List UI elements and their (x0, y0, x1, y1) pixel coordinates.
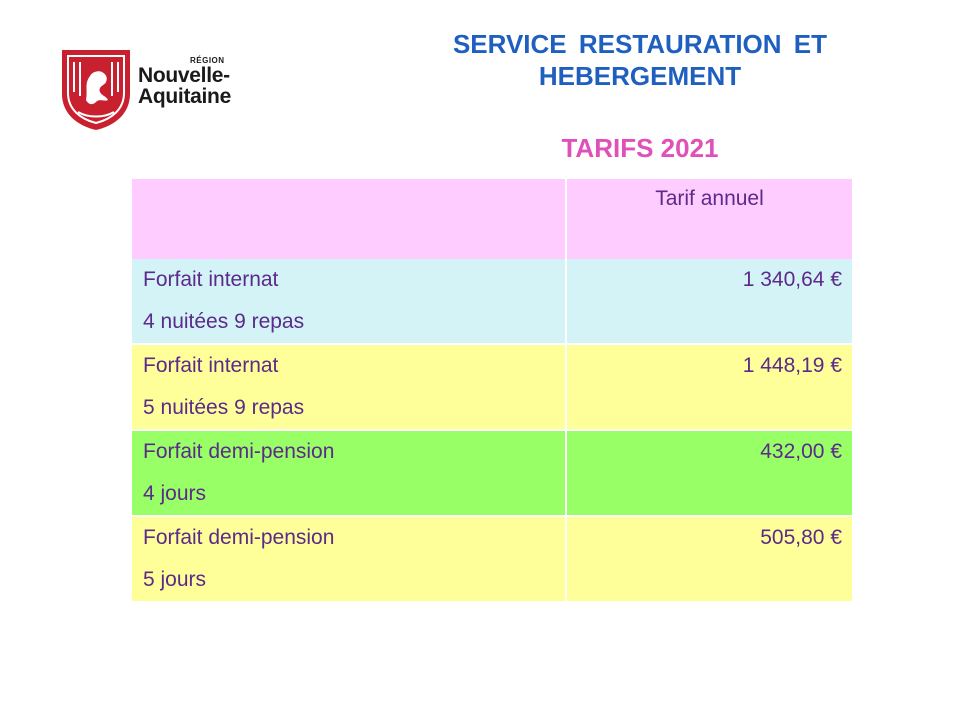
row-label-cell: Forfait demi-pension 4 jours (132, 430, 567, 517)
row-price: 505,80 € (760, 526, 842, 549)
page-subtitle: TARIFS 2021 (561, 133, 719, 163)
table-row: Forfait demi-pension 5 jours 505,80 € (132, 516, 852, 601)
row-label-cell: Forfait internat 5 nuitées 9 repas (132, 344, 567, 431)
page-title-line2: HEBERGEMENT (538, 61, 742, 91)
logo-name-line1: Nouvelle- (138, 64, 230, 87)
page-title: SERVICE RESTAURATION ET HEBERGEMENT (395, 28, 885, 92)
row-label-line1: Forfait internat (143, 268, 279, 291)
row-label-cell: Forfait demi-pension 5 jours (132, 516, 567, 601)
logo-region-label: RÉGION (190, 56, 225, 65)
row-price: 1 340,64 € (742, 268, 842, 291)
row-label-cell: Forfait internat 4 nuitées 9 repas (132, 259, 567, 345)
row-price-cell: 1 340,64 € (566, 259, 852, 345)
header-label-cell (132, 179, 567, 259)
row-price-cell: 432,00 € (566, 430, 852, 517)
row-price-cell: 505,80 € (566, 516, 852, 601)
row-label-line1: Forfait demi-pension (143, 526, 335, 549)
row-label-line2: 5 jours (143, 568, 207, 591)
table-row: Forfait internat 5 nuitées 9 repas 1 448… (132, 344, 852, 431)
logo-name-line2: Aquitaine (138, 85, 231, 108)
row-label-line2: 5 nuitées 9 repas (143, 396, 305, 419)
region-logo: RÉGION Nouvelle- Aquitaine (58, 46, 258, 132)
row-label-line2: 4 jours (143, 482, 207, 505)
header-price-cell: Tarif annuel (566, 179, 852, 259)
row-price: 432,00 € (760, 440, 842, 463)
row-label-line1: Forfait internat (143, 354, 279, 377)
row-price: 1 448,19 € (742, 354, 842, 377)
row-label-line1: Forfait demi-pension (143, 440, 335, 463)
tariff-table: Tarif annuel Forfait internat 4 nuitées … (132, 179, 852, 601)
row-price-cell: 1 448,19 € (566, 344, 852, 431)
table-row: Forfait internat 4 nuitées 9 repas 1 340… (132, 259, 852, 345)
region-shield-icon (62, 50, 130, 130)
row-label-line2: 4 nuitées 9 repas (143, 310, 305, 333)
table-header-row: Tarif annuel (132, 179, 852, 259)
page-title-line1: SERVICE RESTAURATION ET (452, 29, 828, 59)
table-row: Forfait demi-pension 4 jours 432,00 € (132, 430, 852, 517)
